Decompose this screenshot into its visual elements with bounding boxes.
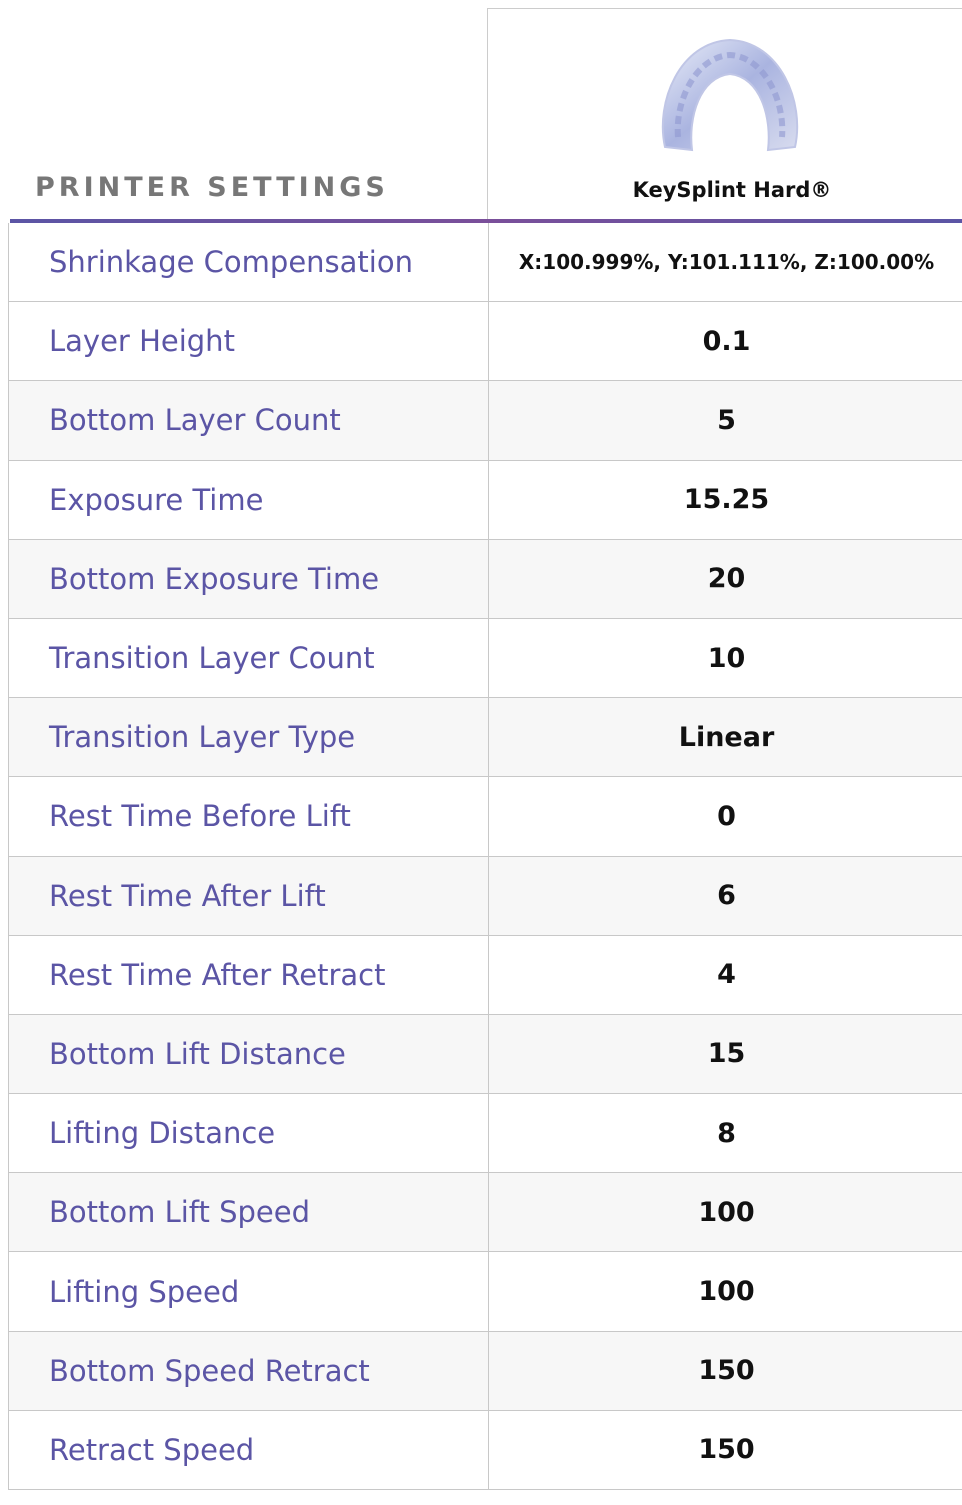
setting-value: 150 (488, 1331, 962, 1410)
product-image (661, 38, 799, 152)
table-row: Exposure Time 15.25 (8, 460, 962, 540)
setting-name: Bottom Lift Speed (49, 1195, 310, 1230)
setting-name: Rest Time Before Lift (49, 799, 351, 834)
setting-value: 8 (488, 1094, 962, 1173)
section-title: PRINTER SETTINGS (35, 172, 389, 203)
divider (487, 8, 962, 9)
setting-name: Exposure Time (49, 482, 264, 517)
setting-value: 15 (488, 1014, 962, 1094)
table-row: Transition Layer Count 10 (8, 618, 962, 699)
setting-value: 150 (488, 1410, 962, 1489)
setting-value: 20 (488, 539, 962, 618)
table-row: Bottom Layer Count 5 (8, 381, 962, 461)
divider (487, 8, 488, 222)
table-row: Lifting Speed 100 (8, 1252, 962, 1332)
setting-name: Transition Layer Type (49, 720, 356, 755)
table-row: Retract Speed 150 (8, 1410, 962, 1490)
setting-name: Lifting Distance (49, 1116, 276, 1151)
setting-value: 100 (488, 1173, 962, 1252)
setting-value: Linear (488, 698, 962, 777)
setting-value: 6 (488, 856, 962, 935)
setting-value: X:100.999%, Y:101.111%, Z:100.00% (488, 223, 962, 302)
setting-name: Bottom Speed Retract (49, 1353, 370, 1388)
setting-name: Transition Layer Count (49, 641, 375, 676)
setting-value: 5 (488, 381, 962, 460)
setting-name: Layer Height (49, 324, 235, 359)
setting-value: 0.1 (488, 302, 962, 381)
product-name: KeySplint Hard® (632, 178, 832, 202)
table-row: Rest Time Before Lift 0 (8, 777, 962, 857)
table-row: Rest Time After Lift 6 (8, 856, 962, 936)
table-row: Bottom Exposure Time 20 (8, 539, 962, 619)
table-row: Lifting Distance 8 (8, 1094, 962, 1174)
setting-value: 100 (488, 1252, 962, 1331)
table-row: Bottom Lift Distance 15 (8, 1014, 962, 1095)
settings-table: Shrinkage Compensation X:100.999%, Y:101.… (8, 223, 962, 1490)
setting-name: Bottom Exposure Time (49, 561, 380, 596)
setting-name: Bottom Lift Distance (49, 1036, 346, 1071)
setting-name: Lifting Speed (49, 1274, 240, 1309)
table-row: Transition Layer Type Linear (8, 698, 962, 778)
setting-value: 15.25 (488, 460, 962, 539)
setting-value: 0 (488, 777, 962, 856)
table-row: Rest Time After Retract 4 (8, 935, 962, 1015)
setting-name: Bottom Layer Count (49, 403, 341, 438)
table-row: Shrinkage Compensation X:100.999%, Y:101.… (8, 223, 962, 303)
table-row: Bottom Lift Speed 100 (8, 1173, 962, 1253)
setting-name: Shrinkage Compensation (49, 245, 413, 280)
table-row: Layer Height 0.1 (8, 302, 962, 382)
header-rule (10, 219, 962, 223)
setting-value: 4 (488, 935, 962, 1014)
setting-name: Rest Time After Retract (49, 957, 386, 992)
table-row: Bottom Speed Retract 150 (8, 1331, 962, 1411)
setting-name: Rest Time After Lift (49, 878, 326, 913)
setting-name: Retract Speed (49, 1432, 255, 1467)
setting-value: 10 (488, 618, 962, 698)
